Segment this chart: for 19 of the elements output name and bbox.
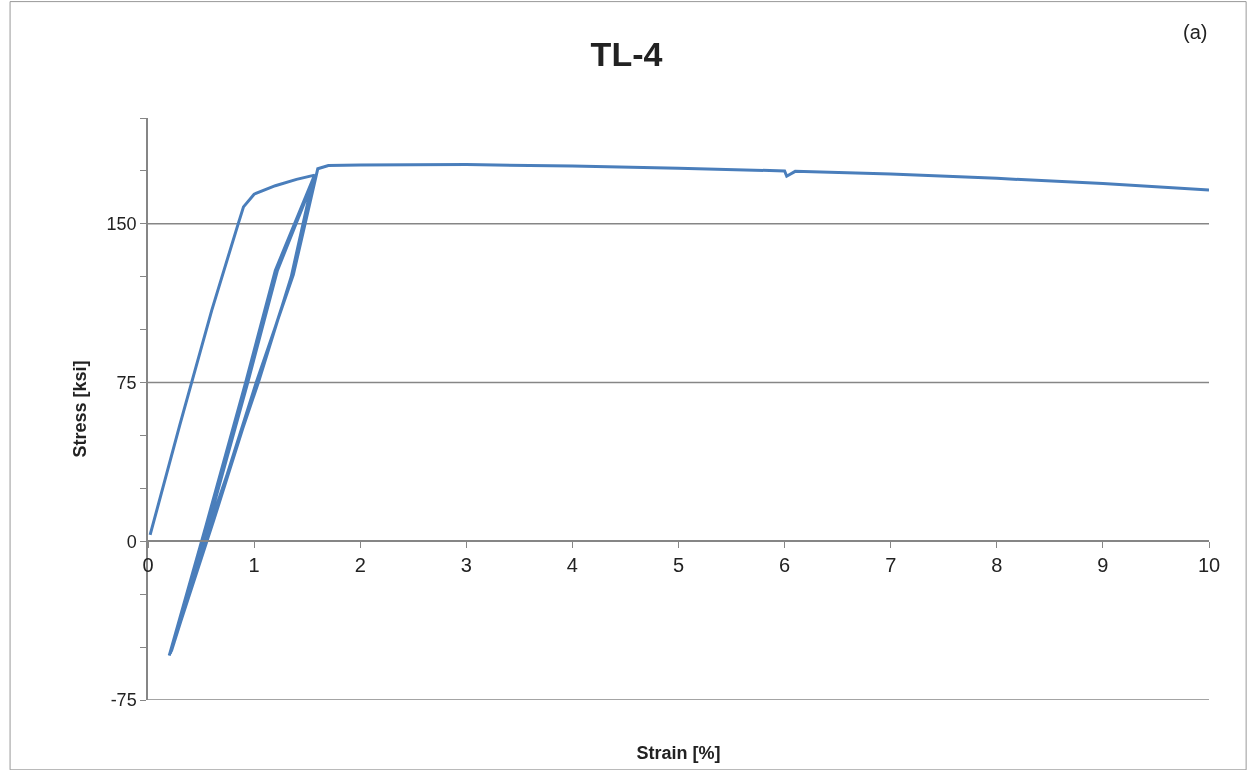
x-tick-label: 4: [566, 554, 578, 577]
x-tick-label: 3: [460, 554, 472, 577]
chart-title: TL-4: [590, 34, 663, 73]
y-tick-label: 150: [106, 214, 137, 235]
y-tick-label: -75: [110, 690, 137, 711]
text: (a): [1183, 21, 1208, 43]
x-tick-label: 10: [1197, 554, 1221, 577]
x-tick-label: 2: [354, 554, 366, 577]
x-tick-label: 7: [885, 554, 897, 577]
x-axis-title: Strain [%]: [636, 742, 721, 763]
x-tick-label: 8: [991, 554, 1003, 577]
x-tick-label: 9: [1097, 554, 1109, 577]
y-axis-title: Stress [ksi]: [70, 360, 91, 458]
y-tick-label: 0: [126, 531, 137, 552]
y-tick-label: 75: [116, 372, 137, 393]
x-tick-label: 6: [779, 554, 791, 577]
x-tick-label: 0: [142, 554, 154, 577]
x-tick-label: 5: [672, 554, 685, 577]
x-tick-label: 1: [248, 554, 260, 577]
